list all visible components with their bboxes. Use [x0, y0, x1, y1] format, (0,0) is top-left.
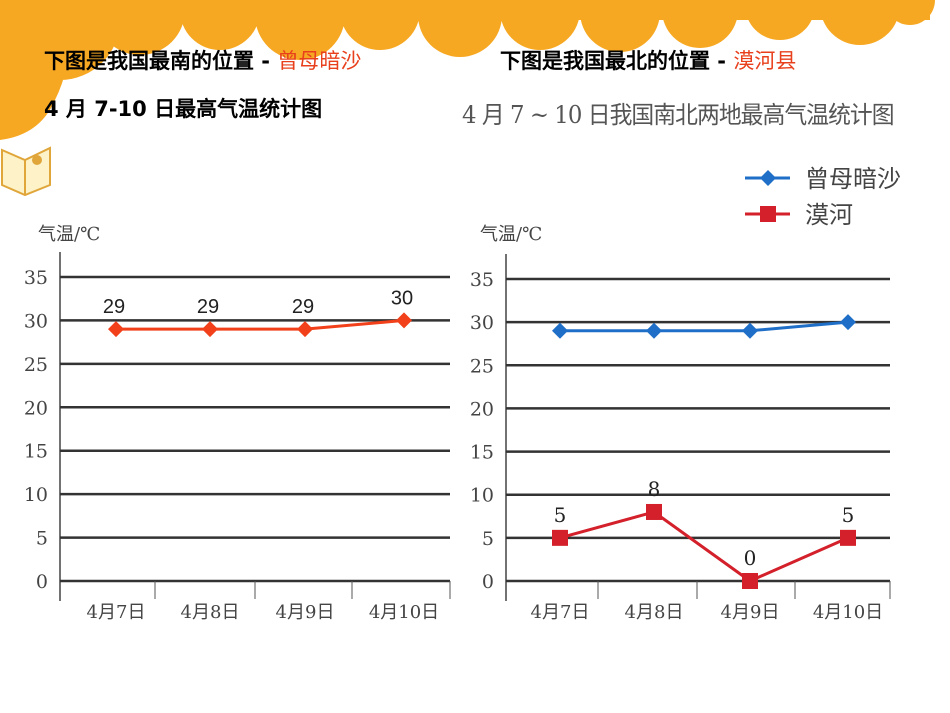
data-label: 5: [554, 503, 567, 527]
data-point-2-3: [742, 573, 758, 589]
legend-label-2: 漠河: [805, 201, 853, 229]
y-tick-label: 15: [24, 441, 48, 463]
legend-marker-2: [760, 206, 776, 222]
data-point-2-1: [552, 529, 568, 546]
left-heading-place: 曾母暗沙: [277, 49, 362, 73]
left-heading: 下图是我国最南的位置 - 曾母暗沙: [44, 45, 361, 75]
data-point-1-3: [297, 321, 313, 338]
right-heading-place: 漠河县: [733, 49, 797, 73]
data-label: 5: [842, 503, 855, 527]
data-point-1-2: [202, 321, 218, 338]
y-tick-label: 35: [24, 267, 48, 289]
y-tick-label: 30: [470, 312, 494, 334]
y-tick-label: 5: [36, 528, 48, 550]
left-subheading: 4 月 7-10 日最高气温统计图: [44, 97, 323, 121]
y-tick-label: 10: [24, 484, 48, 506]
x-tick-label: 4月10日: [813, 602, 883, 623]
legend-marker-1: [760, 170, 776, 186]
y-tick-label: 20: [470, 398, 494, 420]
data-label: 0: [744, 546, 757, 570]
data-point-1-1: [552, 322, 568, 339]
chart-1: 气温/℃ 0 5 10 15 20 25 30 35 4月7日 4月8日 4月9日 4月10日 29 29 2…: [24, 224, 451, 623]
data-label: 8: [648, 477, 661, 501]
y-tick-label: 5: [482, 528, 494, 550]
x-tick-label: 4月9日: [721, 602, 780, 623]
data-point-1-2: [646, 322, 662, 339]
x-tick-label: 4月8日: [181, 602, 240, 623]
y-tick-label: 0: [482, 571, 494, 593]
y-tick-label: 25: [24, 354, 48, 376]
data-point-2-2: [646, 503, 662, 520]
y-tick-label: 15: [470, 442, 494, 464]
y-tick-label: 0: [36, 571, 48, 593]
data-label: 29: [197, 296, 219, 318]
open-book-icon: [0, 146, 51, 197]
data-point-1-4: [840, 314, 856, 331]
chart-2: 气温/℃ 0 5 10 15 20 25 30 35 4月7日 4月8日 4月9日 4月10日 5 8 0 5 曾…: [470, 165, 901, 623]
y-tick-label: 10: [470, 485, 494, 507]
right-heading-text: 下图是我国最北的位置 -: [500, 49, 734, 73]
y-tick-label: 30: [24, 310, 48, 332]
data-label: 29: [292, 296, 314, 318]
data-label: 30: [391, 287, 413, 309]
data-point-1-1: [108, 321, 124, 338]
series-line-1: [116, 318, 405, 331]
data-point-2-4: [840, 529, 856, 546]
x-tick-label: 4月7日: [531, 602, 590, 623]
x-tick-label: 4月7日: [87, 602, 146, 623]
y-axis-label: 气温/℃: [38, 224, 100, 245]
series-line-1: [560, 320, 849, 333]
data-label: 29: [103, 296, 125, 318]
series-line-2: [559, 510, 849, 583]
y-tick-label: 35: [470, 269, 494, 291]
y-tick-label: 20: [24, 397, 48, 419]
x-tick-label: 4月10日: [369, 602, 439, 623]
data-point-1-3: [742, 322, 758, 339]
y-tick-label: 25: [470, 355, 494, 377]
right-chart-title: 4 月 7 ~ 10 日我国南北两地最高气温统计图: [462, 101, 895, 129]
right-heading: 下图是我国最北的位置 - 漠河县: [500, 45, 796, 75]
orange-cloud-decoration: [0, 0, 935, 140]
x-tick-label: 4月9日: [276, 602, 335, 623]
x-tick-label: 4月8日: [625, 602, 684, 623]
legend-label-1: 曾母暗沙: [805, 165, 901, 193]
y-axis-label: 气温/℃: [480, 224, 542, 245]
left-heading-text: 下图是我国最南的位置 -: [44, 49, 278, 73]
data-point-1-4: [396, 312, 412, 329]
